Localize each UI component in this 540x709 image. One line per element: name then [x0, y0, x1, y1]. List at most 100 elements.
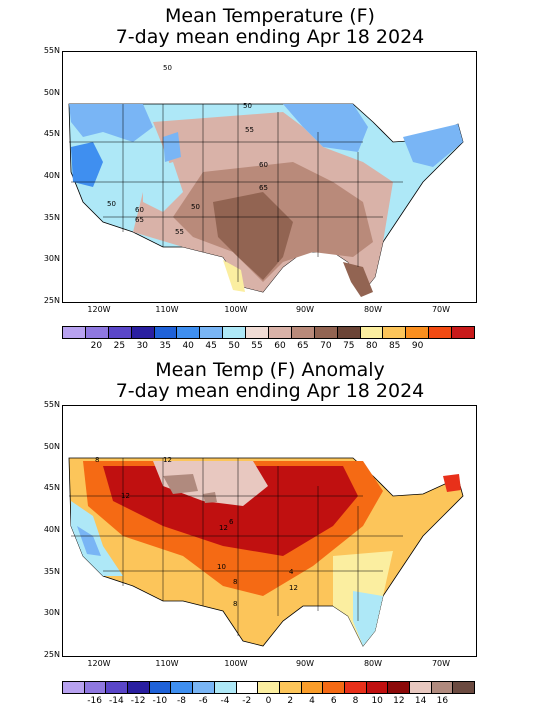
colorbar-label: 75 — [343, 341, 355, 351]
lat-label: 25N — [43, 296, 60, 305]
state-borders — [69, 458, 403, 636]
colorbar-swatch — [154, 327, 178, 338]
colorbar-label: 0 — [265, 696, 272, 706]
colorbar-swatch — [360, 327, 384, 338]
colorbar-label: 6 — [330, 696, 337, 706]
panel1-map-svg: 50 55 60 65 50 50 60 65 55 50 — [68, 64, 464, 297]
panel1-subtitle: 7-day mean ending Apr 18 2024 — [115, 26, 425, 48]
lon-label: 100W — [224, 305, 248, 314]
svg-text:4: 4 — [289, 568, 294, 576]
colorbar-swatch — [323, 682, 345, 693]
svg-text:60: 60 — [135, 206, 144, 214]
colorbar-swatch — [171, 682, 194, 693]
colorbar-label: 2 — [287, 696, 294, 706]
colorbar-swatch — [149, 682, 172, 693]
colorbar-label: 30 — [136, 341, 149, 351]
colorbar-swatch — [193, 682, 215, 693]
panel1-title: Mean Temperature (F) — [165, 5, 375, 27]
colorbar-label: 25 — [113, 341, 126, 351]
colorbar-swatch — [314, 327, 338, 338]
lat-label: 55N — [43, 46, 60, 55]
svg-text:60: 60 — [259, 161, 268, 169]
colorbar-label: -10 — [152, 696, 168, 706]
colorbar-label: 20 — [90, 341, 103, 351]
colorbar-label: 80 — [366, 341, 378, 351]
colorbar-label: 35 — [159, 341, 171, 351]
panel2-contour-labels: 12 8 12 12 8 10 8 4 12 6 — [95, 456, 298, 608]
colorbar-swatch — [337, 327, 361, 338]
colorbar-swatch — [431, 682, 454, 693]
lon-label: 80W — [363, 659, 383, 668]
colorbar-swatch — [200, 327, 224, 338]
svg-text:12: 12 — [163, 456, 172, 464]
colorbar-swatch — [388, 682, 410, 693]
nw-cool-zone — [69, 104, 153, 142]
lat-label: 40N — [43, 525, 60, 534]
svg-text:10: 10 — [217, 563, 226, 571]
wyoming-peak-anomaly — [203, 492, 217, 503]
lat-label: 50N — [43, 87, 60, 97]
colorbar-swatch — [291, 327, 315, 338]
colorbar-label: 10 — [371, 696, 383, 706]
lon-label: 90W — [295, 305, 315, 314]
west-cool-zone — [71, 142, 103, 187]
colorbar-label: 16 — [436, 696, 449, 706]
colorbar-label: 40 — [182, 341, 194, 351]
se-cool-anomaly — [353, 591, 383, 646]
lat-label: 30N — [43, 608, 60, 618]
svg-text:50: 50 — [191, 203, 200, 211]
lon-label: 100W — [224, 659, 248, 668]
lon-label: 70W — [431, 659, 451, 668]
colorbar-swatch — [223, 327, 247, 338]
colorbar-label: -16 — [87, 696, 102, 706]
lat-label: 50N — [43, 441, 60, 451]
lat-label: 45N — [43, 483, 60, 493]
panel1-contour-labels: 50 55 60 65 50 50 60 65 55 50 — [107, 64, 268, 236]
lat-label: 35N — [43, 566, 60, 576]
colorbar-swatch — [63, 327, 86, 338]
lon-label: 120W — [87, 305, 111, 314]
svg-text:55: 55 — [245, 126, 254, 134]
montana-extreme-anomaly — [153, 461, 268, 506]
colorbar-label: -2 — [242, 696, 252, 706]
panel2-title: Mean Temp (F) Anomaly — [155, 359, 385, 381]
colorbar-swatch — [410, 682, 432, 693]
colorbar-swatch — [269, 327, 292, 338]
colorbar-swatch — [108, 327, 132, 338]
colorbar-swatch — [279, 682, 302, 693]
colorbar-label: 55 — [251, 341, 263, 351]
svg-text:8: 8 — [233, 600, 237, 608]
colorbar-swatch — [177, 327, 201, 338]
svg-text:8: 8 — [233, 578, 237, 586]
lon-label: 80W — [363, 305, 383, 314]
colorbar-swatch — [383, 327, 407, 338]
colorbar-swatch — [366, 682, 389, 693]
lat-label: 55N — [43, 400, 60, 409]
rockies-blue-zone — [163, 132, 181, 162]
svg-text:65: 65 — [135, 216, 144, 224]
colorbar-swatch — [131, 327, 155, 338]
colorbar-label: -14 — [108, 696, 124, 706]
colorbar-label: 85 — [388, 341, 401, 351]
colorbar-label: -6 — [198, 696, 208, 706]
ne-cool-zone — [403, 124, 463, 167]
colorbar-label: 50 — [228, 341, 240, 351]
lon-label: 110W — [155, 305, 179, 314]
colorbar-swatch — [258, 682, 280, 693]
lat-label: 25N — [43, 650, 60, 659]
panel1-map: 50 55 60 65 50 50 60 65 55 50 — [62, 51, 477, 303]
colorbar-swatch — [236, 682, 259, 693]
lat-label: 30N — [43, 254, 60, 264]
colorbar-swatch — [214, 682, 237, 693]
lon-label: 120W — [87, 659, 111, 668]
lat-label: 35N — [43, 212, 60, 222]
svg-text:8: 8 — [95, 456, 99, 464]
svg-text:12: 12 — [219, 524, 228, 532]
colorbar-label: 8 — [352, 696, 359, 706]
lat-label: 40N — [43, 171, 60, 180]
svg-text:55: 55 — [175, 228, 184, 236]
colorbar-label: 90 — [411, 341, 424, 351]
lon-label: 70W — [431, 305, 451, 314]
colorbar-label: 45 — [205, 341, 217, 351]
svg-text:50: 50 — [107, 200, 116, 208]
